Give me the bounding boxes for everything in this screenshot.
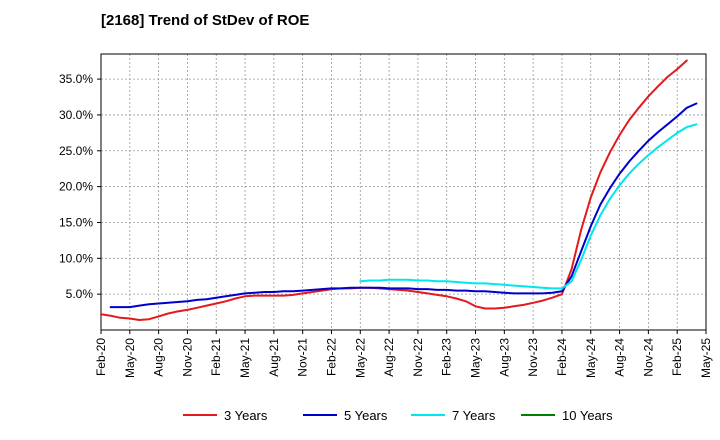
legend-label-10-years: 10 Years <box>562 408 613 423</box>
y-tick-label: 10.0% <box>59 251 93 265</box>
x-tick-label: Aug-20 <box>152 338 166 377</box>
legend-label-5-years: 5 Years <box>344 408 388 423</box>
gridlines <box>100 54 707 330</box>
x-tick-label: Nov-23 <box>526 338 540 377</box>
x-tick-label: May-22 <box>353 338 367 378</box>
x-tick-label: Feb-20 <box>94 338 108 376</box>
x-axis-ticks: Feb-20 May-20 Aug-20 Nov-20 Feb-21 May-21 Aug-… <box>94 330 713 378</box>
series-line-5-years <box>109 102 698 309</box>
legend-label-3-years: 3 Years <box>224 408 268 423</box>
x-tick-label: Nov-21 <box>296 338 310 377</box>
x-tick-label: Feb-23 <box>440 338 454 376</box>
x-tick-label: May-20 <box>123 338 137 378</box>
x-tick-label: Aug-23 <box>497 338 511 377</box>
series-line-3-years <box>100 59 688 321</box>
legend-label-7-years: 7 Years <box>452 408 496 423</box>
x-tick-label: May-25 <box>699 338 713 378</box>
y-tick-label: 5.0% <box>66 287 94 301</box>
x-tick-label: Nov-22 <box>411 338 425 377</box>
legend: 3 Years 5 Years 7 Years 10 Years <box>183 408 613 423</box>
y-tick-label: 20.0% <box>59 180 93 194</box>
series-line-7-years <box>359 123 698 290</box>
y-axis-ticks: 5.0% 10.0% 15.0% 20.0% 25.0% 30.0% 35.0% <box>59 72 101 301</box>
plot-area-frame <box>100 53 707 331</box>
y-tick-label: 35.0% <box>59 72 93 86</box>
y-tick-label: 15.0% <box>59 215 93 229</box>
x-tick-label: Nov-20 <box>180 338 194 377</box>
x-tick-label: Feb-25 <box>670 338 684 376</box>
x-tick-label: May-24 <box>584 338 598 378</box>
series-lines <box>100 59 698 321</box>
x-tick-label: Feb-21 <box>209 338 223 376</box>
x-tick-label: May-21 <box>238 338 252 378</box>
x-tick-label: Feb-24 <box>555 338 569 376</box>
x-tick-label: Nov-24 <box>641 338 655 377</box>
x-tick-label: Feb-22 <box>324 338 338 376</box>
x-tick-label: May-23 <box>469 338 483 378</box>
chart-title: [2168] Trend of StDev of ROE <box>101 12 310 29</box>
x-tick-label: Aug-21 <box>267 338 281 377</box>
x-tick-label: Aug-22 <box>382 338 396 377</box>
y-tick-label: 30.0% <box>59 108 93 122</box>
y-tick-label: 25.0% <box>59 144 93 158</box>
x-tick-label: Aug-24 <box>613 338 627 377</box>
